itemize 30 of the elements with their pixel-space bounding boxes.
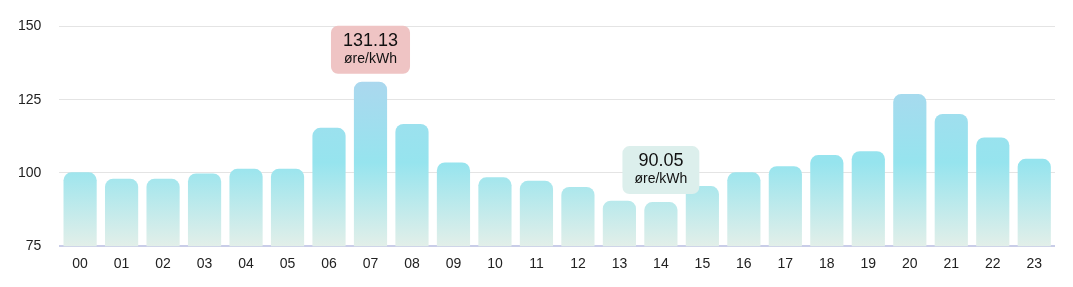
x-tick-label: 21: [943, 255, 960, 272]
y-tick-label: 75: [25, 237, 42, 254]
x-tick-label: 13: [611, 255, 628, 272]
x-tick-label: 06: [321, 255, 338, 272]
annotation: 131.13 øre/kWh: [342, 29, 399, 66]
x-tick-label: 23: [1026, 255, 1043, 272]
x-tick-label: 22: [984, 255, 1001, 272]
x-tick-label: 18: [819, 255, 835, 272]
x-tick-label: 03: [196, 255, 213, 272]
x-tick-label: 14: [653, 255, 669, 272]
x-tick-label: 17: [777, 255, 794, 272]
x-tick-label: 19: [860, 255, 877, 272]
x-tick-label: 05: [279, 255, 296, 272]
x-tick-label: 08: [404, 255, 420, 272]
y-tick-label: 100: [18, 163, 42, 180]
x-tick-label: 09: [445, 255, 462, 272]
x-tick-label: 11: [529, 255, 544, 272]
x-tick-label: 00: [72, 255, 89, 272]
x-tick-label: 16: [736, 255, 752, 272]
y-tick-label: 150: [18, 17, 42, 34]
x-tick-label: 15: [694, 255, 711, 272]
x-tick-label: 12: [570, 255, 586, 272]
annotation: 90.05 øre/kWh: [634, 150, 688, 186]
x-tick-label: 04: [238, 255, 255, 272]
x-tick-label: 20: [902, 255, 918, 272]
x-tick-label: 01: [113, 255, 130, 272]
y-tick-label: 125: [18, 90, 42, 107]
x-tick-label: 07: [362, 255, 379, 272]
x-tick-label: 10: [487, 255, 503, 272]
x-tick-label: 02: [155, 255, 172, 272]
